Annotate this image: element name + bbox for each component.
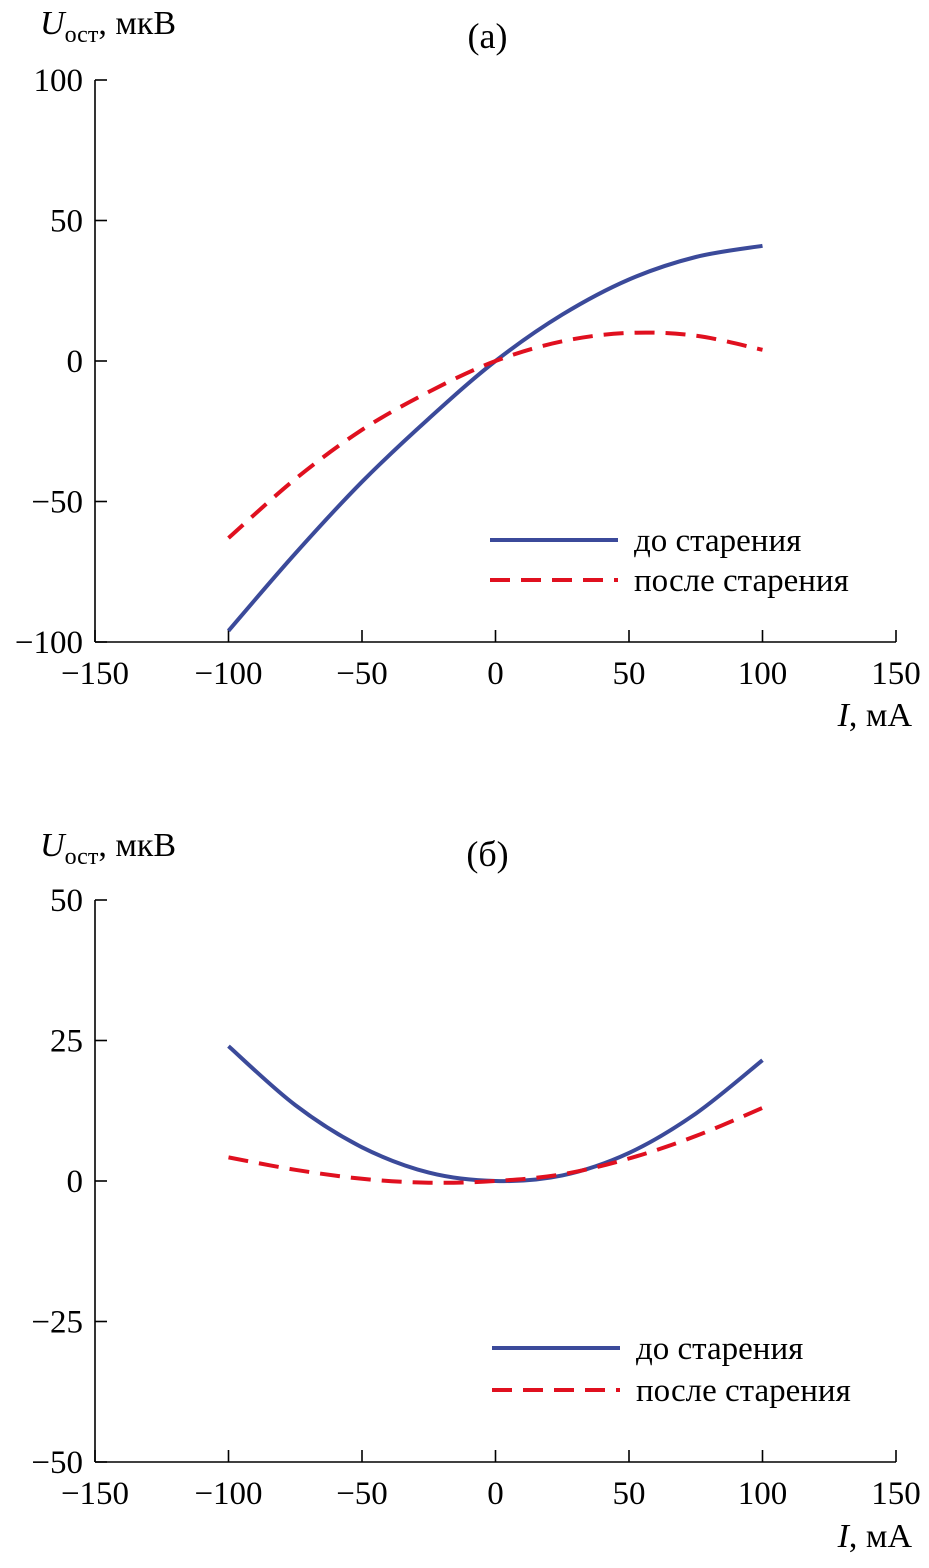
x-axis-label: I, мА: [837, 697, 913, 734]
y-tick-label: 0: [67, 1164, 84, 1200]
y-tick-label: 50: [50, 883, 83, 919]
legend-label: после старения: [636, 1373, 851, 1409]
legend-label: до старения: [634, 523, 801, 559]
y-axis-label-var: U: [40, 5, 67, 42]
x-tick-label: −50: [336, 1476, 388, 1512]
y-axis-label: Uост, мкВ: [40, 5, 176, 48]
y-axis-label-subscript: ост: [65, 22, 99, 48]
y-tick-label: 0: [67, 344, 84, 380]
series-line-after-aging: [228, 1106, 764, 1185]
x-tick-label: 0: [487, 1476, 504, 1512]
y-axis-label-var: U: [40, 827, 67, 864]
x-tick-label: 50: [613, 656, 646, 692]
x-axis-label-var: I: [837, 1518, 851, 1555]
series-line-before-aging: [227, 1044, 764, 1184]
x-axis-label-var: I: [837, 697, 851, 734]
y-axis-label-subscript: ост: [65, 844, 99, 870]
y-axis-label-unit: , мкВ: [98, 5, 176, 42]
x-tick-label: 150: [871, 1476, 921, 1512]
y-tick-label: 25: [50, 1024, 83, 1060]
x-tick-label: 150: [871, 656, 921, 692]
x-axis-label-unit: , мА: [849, 1518, 913, 1555]
y-tick-label: 50: [50, 204, 83, 240]
panel-label: (б): [466, 834, 508, 874]
x-tick-label: −100: [194, 656, 262, 692]
series-line-before-aging: [226, 243, 763, 633]
legend-label: до старения: [636, 1331, 803, 1367]
x-tick-label: −150: [61, 656, 129, 692]
x-tick-label: 50: [613, 1476, 646, 1512]
y-tick-label: −50: [31, 485, 83, 521]
x-tick-label: 100: [738, 656, 788, 692]
x-tick-label: 100: [738, 1476, 788, 1512]
y-axis-label: Uост, мкВ: [40, 827, 176, 870]
x-tick-label: −150: [61, 1476, 129, 1512]
y-axis-label-unit: , мкВ: [98, 827, 176, 864]
y-tick-label: −50: [31, 1445, 83, 1481]
y-tick-label: −100: [15, 625, 83, 661]
y-tick-label: 100: [34, 63, 84, 99]
x-tick-label: −50: [336, 656, 388, 692]
series-line-after-aging: [227, 330, 763, 540]
y-tick-label: −25: [31, 1305, 83, 1341]
legend-label: после старения: [634, 563, 849, 599]
x-tick-label: −100: [194, 1476, 262, 1512]
panel-label: (a): [468, 16, 508, 56]
x-axis-label-unit: , мА: [849, 697, 913, 734]
x-tick-label: 0: [487, 656, 504, 692]
x-axis-label: I, мА: [837, 1518, 913, 1555]
